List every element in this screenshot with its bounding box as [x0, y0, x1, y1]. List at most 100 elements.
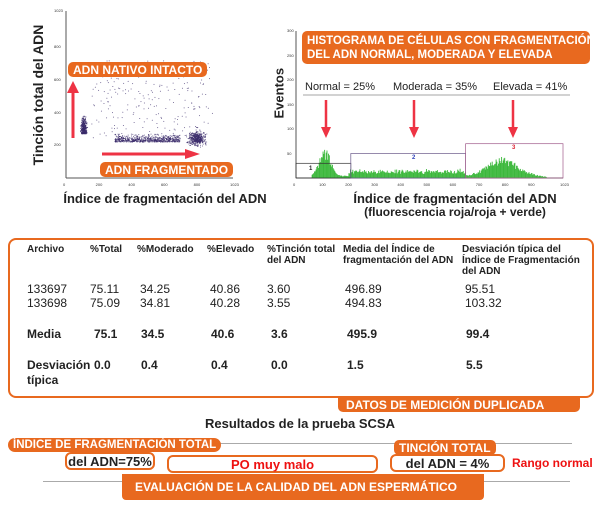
scatter-point — [125, 139, 127, 141]
scatter-point — [155, 140, 157, 142]
histogram-xtick: 500 — [423, 182, 431, 187]
histogram-bar — [526, 173, 528, 178]
scatter-point — [193, 60, 195, 62]
scatter-point — [134, 98, 136, 100]
scatter-point — [117, 78, 119, 80]
scatter-point — [120, 136, 122, 138]
histogram-bar — [356, 170, 358, 178]
scatter-point — [174, 136, 176, 138]
histogram-bar — [438, 172, 440, 178]
scatter-point — [145, 82, 147, 84]
scatter-point — [128, 141, 130, 143]
scatter-point — [133, 138, 135, 140]
table-header: Media del Índice de fragmentación del AD… — [343, 244, 454, 266]
histogram-bar — [370, 171, 372, 178]
scatter-point — [85, 116, 87, 118]
scatter-point — [184, 112, 186, 114]
scatter-point — [203, 136, 205, 138]
scatter-point — [161, 84, 163, 86]
dfi-value: del ADN=75% — [65, 452, 155, 470]
histogram-bar — [531, 173, 533, 178]
scatter-point — [168, 141, 170, 143]
histogram-bar — [509, 161, 511, 178]
scatter-point — [123, 141, 125, 143]
scatter-point — [171, 135, 173, 137]
scatter-point — [173, 128, 175, 130]
scatter-point — [126, 135, 128, 137]
histogram-bar — [394, 169, 396, 178]
histogram-bar — [431, 171, 433, 178]
histogram-bar — [522, 169, 524, 178]
scatter-point — [200, 131, 202, 133]
histogram-xtick: 100 — [319, 182, 326, 187]
histogram-bar — [359, 169, 361, 178]
scatter-point — [169, 129, 171, 131]
scatter-point — [118, 141, 120, 143]
scatter-point — [187, 90, 189, 92]
scatter-point — [166, 86, 168, 88]
scatter-point — [193, 144, 195, 146]
scatter-point — [149, 134, 151, 136]
histogram-bar — [389, 173, 391, 178]
scatter-point — [112, 116, 114, 118]
histogram-bar — [439, 172, 441, 178]
scatter-point — [131, 139, 133, 141]
scatter-point — [133, 136, 135, 138]
histogram-bar — [544, 176, 546, 178]
scatter-point — [121, 140, 123, 142]
histogram-bar — [469, 174, 470, 178]
scatter-point — [128, 90, 130, 92]
scatter-point — [139, 118, 141, 120]
histogram-bar — [324, 149, 326, 178]
mean-value: 40.6 — [211, 327, 235, 341]
scatter-point — [151, 141, 153, 143]
histogram-bar — [409, 171, 411, 178]
histogram-bar — [501, 156, 503, 178]
scatter-point — [124, 138, 126, 140]
scatter-point — [191, 141, 193, 143]
histogram-bar — [487, 164, 489, 178]
scatter-point — [161, 139, 163, 141]
histogram-bar — [407, 171, 409, 178]
scatter-point — [186, 136, 188, 138]
histogram-bar — [327, 159, 329, 178]
scatter-point — [116, 138, 118, 140]
scatter-point — [174, 89, 176, 91]
histogram-bar — [427, 171, 429, 178]
histogram-bar — [490, 165, 492, 178]
histogram-bar — [484, 169, 486, 178]
up-arrow-head-icon — [67, 81, 79, 93]
scatter-point — [166, 135, 168, 137]
scatter-point — [197, 133, 199, 135]
histogram-bar — [392, 172, 394, 178]
histogram-bar — [342, 176, 344, 178]
scatter-point — [155, 134, 157, 136]
scatter-point — [127, 80, 129, 82]
histogram-bar — [378, 173, 380, 178]
scatter-point — [202, 140, 204, 142]
scatter-point — [188, 143, 190, 145]
scatter-point — [103, 91, 105, 93]
scatter-point — [128, 139, 130, 141]
scatter-point — [195, 129, 197, 131]
histogram-bar — [362, 171, 364, 178]
scatter-point — [194, 108, 196, 110]
scatter-point — [173, 137, 175, 139]
scatter-point — [205, 106, 207, 108]
scatter-point — [85, 133, 87, 135]
table-header: %Total — [90, 244, 123, 255]
histogram-bar — [482, 168, 484, 178]
histogram-bar — [506, 161, 508, 178]
scatter-point — [157, 134, 159, 136]
histogram-xtick: 1023 — [560, 182, 569, 187]
histogram-bar — [503, 158, 505, 178]
scatter-point — [162, 141, 164, 143]
scatter-point — [107, 108, 109, 110]
scatter-point — [114, 139, 116, 141]
scatter-point — [146, 136, 148, 138]
scatter-point — [132, 83, 134, 85]
histogram-bar — [502, 160, 504, 178]
scatter-point — [110, 77, 112, 79]
histogram-bar — [542, 176, 544, 178]
scatter-point — [173, 136, 175, 138]
